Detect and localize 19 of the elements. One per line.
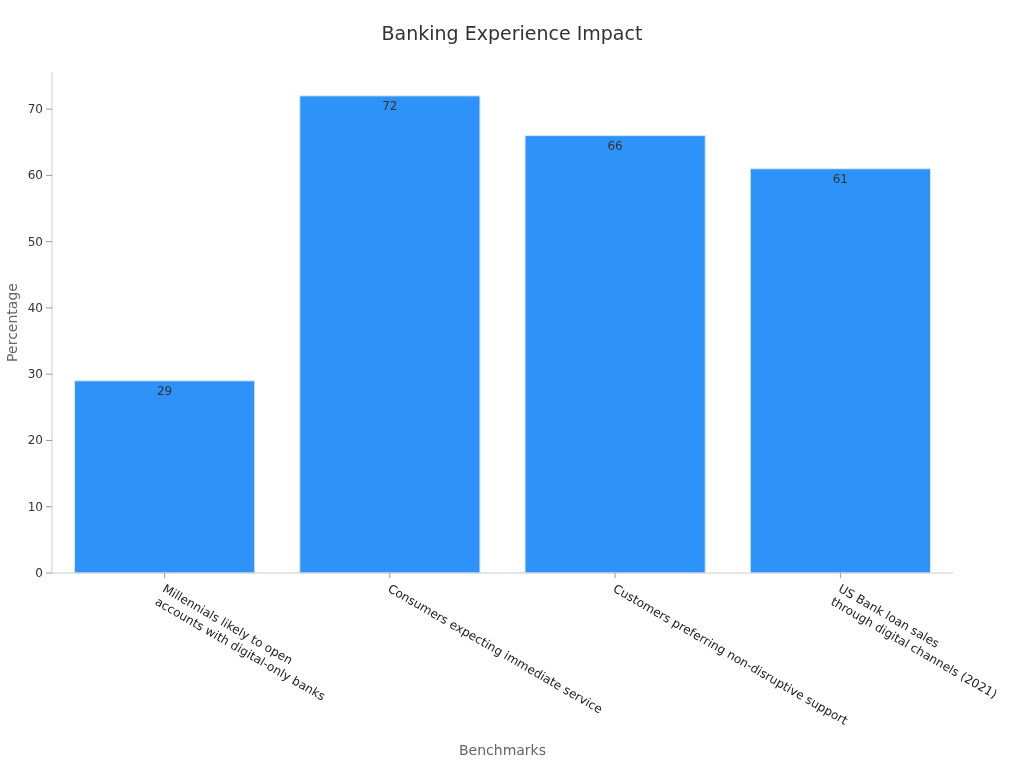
- y-tick-label: 40: [27, 300, 43, 315]
- bar: [524, 135, 706, 574]
- bar: [749, 168, 931, 574]
- data-label: 61: [832, 171, 849, 186]
- data-label: 29: [156, 383, 173, 398]
- bar: [74, 380, 256, 574]
- y-tick-label: 0: [35, 566, 43, 580]
- y-tick-label: 20: [27, 433, 43, 448]
- y-axis-title: Percentage: [4, 283, 20, 362]
- y-tick-label: 10: [27, 499, 43, 514]
- y-tick-label: 30: [27, 367, 43, 382]
- bar: [299, 95, 481, 574]
- data-label: 66: [607, 138, 623, 153]
- y-tick-label: 50: [27, 234, 43, 249]
- y-tick-label: 60: [27, 168, 43, 183]
- y-tick-label: 70: [27, 102, 43, 117]
- x-axis-title: Benchmarks: [458, 742, 547, 758]
- data-label: 72: [382, 98, 398, 113]
- chart-title: Banking Experience Impact: [381, 22, 643, 44]
